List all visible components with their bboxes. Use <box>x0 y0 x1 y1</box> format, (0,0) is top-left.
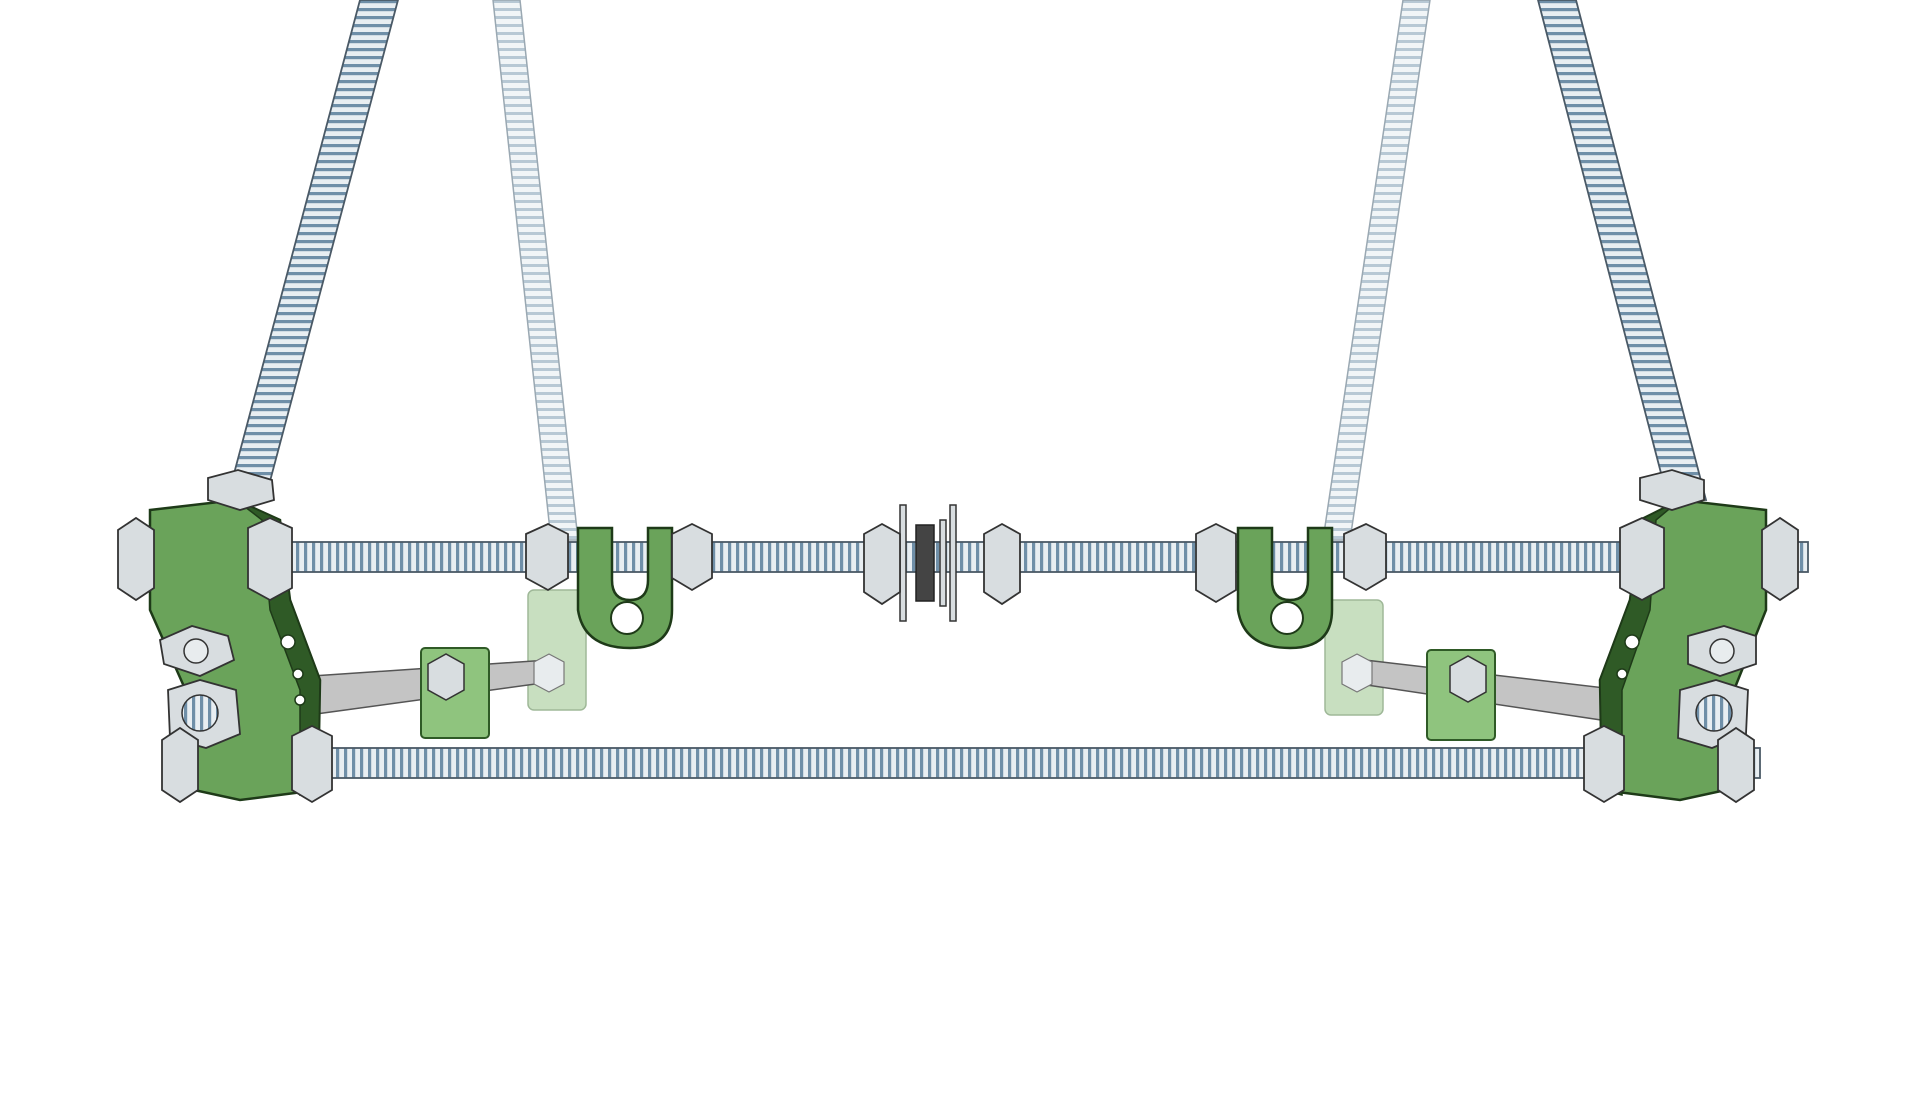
left-vertex-hole <box>292 668 304 680</box>
center-washer-right <box>949 504 957 622</box>
right-rod-hanger <box>1236 526 1334 650</box>
vertex-nut <box>161 726 199 804</box>
rod-end-circles <box>181 638 1735 732</box>
vertex-nut <box>1717 726 1755 804</box>
top-threaded-rod <box>127 541 1809 573</box>
front-right-diagonal-rod <box>1537 0 1708 501</box>
left-rod-hanger <box>576 526 674 650</box>
right-vertex-hole <box>1624 634 1640 650</box>
rear-right-clamp-nut <box>1341 653 1373 693</box>
left-vertex-hole <box>280 634 296 650</box>
rear-right-diagonal-rod <box>1322 0 1431 541</box>
left-bolt-head <box>183 638 209 664</box>
top-rod-nuts <box>525 522 1387 606</box>
smooth-rods <box>311 659 1606 721</box>
front-left-clamp-nut <box>427 653 465 701</box>
right-hanger-hole <box>1270 601 1304 635</box>
rod-hangers <box>576 526 1334 650</box>
rear-left-diagonal-rod <box>492 0 579 541</box>
vertex-nut <box>117 516 155 602</box>
vertex-nut <box>1639 469 1705 511</box>
vertex-nut <box>1619 517 1665 602</box>
right-bolt-head <box>1709 638 1735 664</box>
left-vertex-hole <box>294 694 306 706</box>
top-rod-nut <box>983 522 1021 606</box>
rear-diagonal-rods <box>492 0 1431 541</box>
top-rod-nut <box>1343 523 1387 592</box>
vertex-nut <box>1761 516 1799 602</box>
top-rod-nut <box>671 522 713 592</box>
top-rod-nut <box>1195 522 1237 604</box>
vertex-nut <box>207 469 275 511</box>
front-right-clamp-nut <box>1449 655 1487 703</box>
left-hanger-hole <box>610 601 644 635</box>
right-rod-end <box>1695 694 1733 732</box>
rear-left-clamp-nut <box>533 653 565 693</box>
vertex-nut <box>1583 724 1625 804</box>
center-washer-stack <box>899 504 957 622</box>
bottom-threaded-rod <box>239 747 1761 779</box>
left-rod-end <box>181 694 219 732</box>
front-left-diagonal-rod <box>225 0 399 501</box>
right-vertex-hole <box>1616 668 1628 680</box>
front-diagonal-rods <box>225 0 1708 501</box>
top-rod-nut <box>863 522 901 606</box>
front-rod-clamps <box>420 647 1496 741</box>
top-rod-nut <box>525 523 569 592</box>
center-washer-mid <box>939 519 947 607</box>
vertex-nut <box>291 724 333 804</box>
center-spacer <box>915 524 935 602</box>
vertex-nut <box>247 517 293 602</box>
